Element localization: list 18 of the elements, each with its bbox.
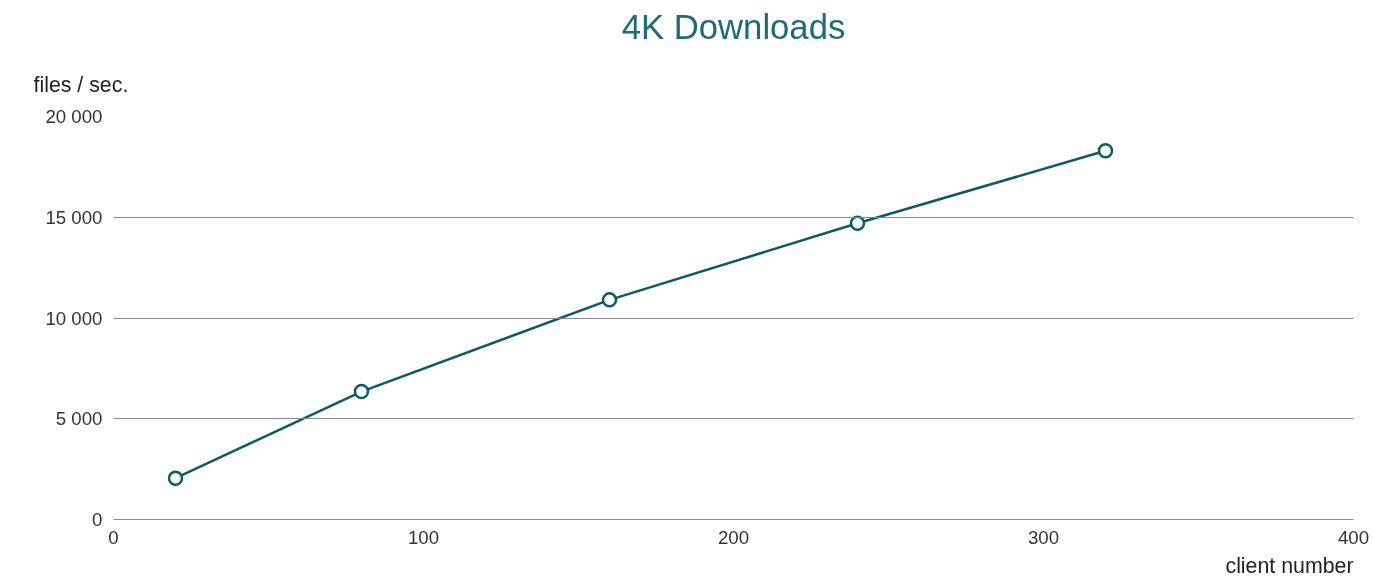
- x-tick-label: 400: [1337, 526, 1370, 548]
- point: [353, 383, 370, 400]
- y-tick-label: 0: [92, 509, 103, 530]
- x-tick-label: 100: [407, 526, 440, 548]
- y-tick-label: 15 000: [45, 206, 103, 228]
- y-tick-label: 10 000: [45, 307, 103, 329]
- y-tick-label: 5 000: [55, 408, 103, 430]
- chart-title: 4K Downloads: [621, 7, 846, 46]
- x-tick-label: 200: [717, 526, 750, 548]
- point: [167, 470, 184, 486]
- y-axis-title: files / sec.: [33, 72, 129, 97]
- point: [601, 292, 618, 308]
- point: [1097, 143, 1114, 159]
- x-axis-title: client number: [1225, 553, 1354, 578]
- x-tick-label: 0: [108, 526, 119, 548]
- point: [849, 215, 866, 232]
- y-tick-label: 20 000: [45, 106, 103, 127]
- x-tick-label: 300: [1027, 526, 1060, 548]
